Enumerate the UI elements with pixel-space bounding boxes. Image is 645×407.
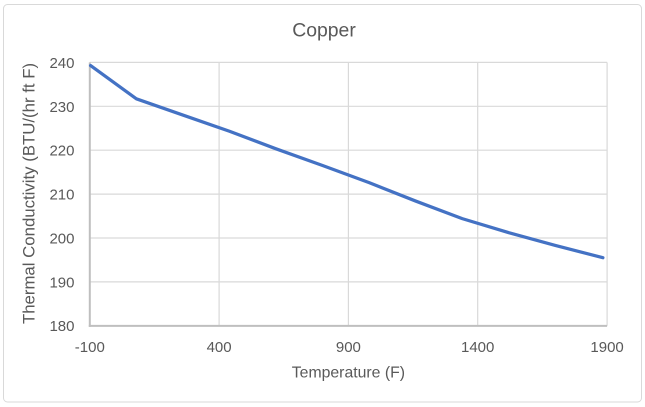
svg-text:Temperature (F): Temperature (F)	[292, 364, 405, 381]
svg-text:Thermal Conductivity (BTU/(hr: Thermal Conductivity (BTU/(hr ft F)	[20, 63, 39, 324]
svg-text:180: 180	[49, 318, 74, 335]
svg-text:210: 210	[49, 187, 74, 204]
svg-text:190: 190	[49, 274, 74, 291]
svg-text:Copper: Copper	[292, 20, 356, 42]
svg-text:900: 900	[336, 339, 361, 356]
svg-text:-100: -100	[75, 339, 105, 356]
svg-text:230: 230	[49, 99, 74, 116]
svg-text:240: 240	[49, 55, 74, 72]
svg-text:200: 200	[49, 230, 74, 247]
svg-text:1400: 1400	[461, 339, 494, 356]
svg-text:220: 220	[49, 143, 74, 160]
svg-text:400: 400	[207, 339, 232, 356]
svg-text:1900: 1900	[590, 339, 623, 356]
